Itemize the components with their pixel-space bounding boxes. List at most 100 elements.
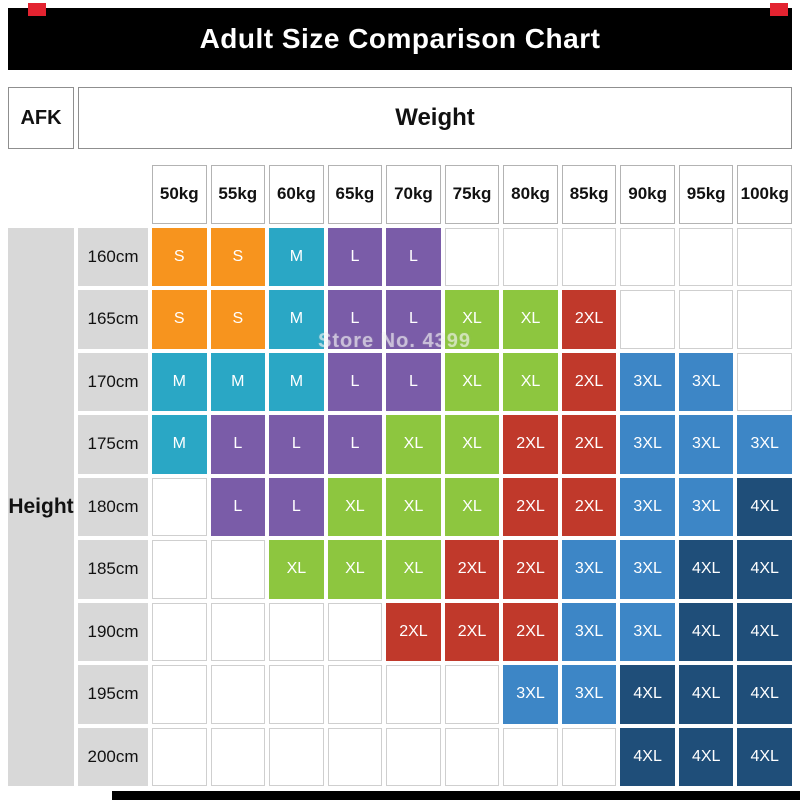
size-cell: L <box>386 290 441 349</box>
size-cell: S <box>152 290 207 349</box>
size-cell: M <box>269 352 324 411</box>
size-cell: 3XL <box>678 352 734 411</box>
empty-cell <box>269 602 324 661</box>
size-cell: M <box>152 352 207 411</box>
size-cell: XL <box>327 477 383 536</box>
size-cell: XL <box>386 415 441 474</box>
height-row-header: 175cm <box>78 415 148 474</box>
empty-cell <box>327 727 383 786</box>
chart-title-bar: Adult Size Comparison Chart <box>8 8 792 70</box>
weight-col-header: 90kg <box>620 165 675 224</box>
size-cell: L <box>327 227 383 286</box>
empty-cell <box>152 727 207 786</box>
size-cell: 3XL <box>620 540 675 599</box>
size-cell: 3XL <box>561 665 617 724</box>
size-cell: 4XL <box>678 727 734 786</box>
size-cell: 3XL <box>678 477 734 536</box>
height-row-header: 170cm <box>78 352 148 411</box>
size-cell: 3XL <box>620 415 675 474</box>
empty-cell <box>678 227 734 286</box>
size-cell: S <box>210 227 266 286</box>
empty-cell <box>444 727 500 786</box>
size-cell: L <box>327 415 383 474</box>
size-cell: S <box>152 227 207 286</box>
weight-col-header: 70kg <box>386 165 441 224</box>
size-cell: L <box>210 415 266 474</box>
empty-cell <box>152 665 207 724</box>
empty-cell <box>327 602 383 661</box>
size-cell: XL <box>386 540 441 599</box>
size-cell: 3XL <box>620 602 675 661</box>
height-row-header: 165cm <box>78 290 148 349</box>
height-axis-label: Height <box>8 227 74 786</box>
size-cell: XL <box>503 290 558 349</box>
size-cell: 2XL <box>386 602 441 661</box>
axis-header-row: AFK Weight <box>8 87 792 149</box>
corner-mark-left <box>28 3 46 16</box>
height-row-header: 160cm <box>78 227 148 286</box>
size-cell: L <box>210 477 266 536</box>
size-cell: L <box>386 227 441 286</box>
size-cell: 2XL <box>503 602 558 661</box>
size-cell: 4XL <box>678 540 734 599</box>
size-cell: XL <box>444 415 500 474</box>
size-cell: XL <box>503 352 558 411</box>
size-cell: 2XL <box>561 290 617 349</box>
empty-cell <box>210 602 266 661</box>
empty-cell <box>327 665 383 724</box>
size-cell: 3XL <box>503 665 558 724</box>
empty-cell <box>444 665 500 724</box>
size-cell: 4XL <box>737 665 792 724</box>
size-cell: 3XL <box>620 352 675 411</box>
size-cell: 3XL <box>620 477 675 536</box>
weight-axis-label: Weight <box>78 87 792 149</box>
weight-col-header: 80kg <box>503 165 558 224</box>
size-cell: 3XL <box>678 415 734 474</box>
empty-cell <box>737 352 792 411</box>
size-cell: XL <box>269 540 324 599</box>
empty-cell <box>561 227 617 286</box>
size-cell: XL <box>444 290 500 349</box>
size-cell: 4XL <box>737 477 792 536</box>
weight-col-header: 55kg <box>210 165 266 224</box>
size-cell: 4XL <box>737 727 792 786</box>
height-row-header: 190cm <box>78 602 148 661</box>
size-cell: 3XL <box>561 540 617 599</box>
weight-col-header: 65kg <box>327 165 383 224</box>
size-cell: L <box>327 290 383 349</box>
empty-cell <box>737 290 792 349</box>
size-cell: XL <box>444 477 500 536</box>
empty-cell <box>152 477 207 536</box>
size-cell: 2XL <box>503 540 558 599</box>
size-cell: M <box>269 227 324 286</box>
empty-cell <box>152 540 207 599</box>
size-cell: XL <box>444 352 500 411</box>
size-cell: 2XL <box>561 415 617 474</box>
empty-cell <box>269 727 324 786</box>
empty-cell <box>444 227 500 286</box>
weight-col-header: 100kg <box>737 165 792 224</box>
empty-cell <box>269 665 324 724</box>
empty-cell <box>678 290 734 349</box>
size-cell: 4XL <box>620 665 675 724</box>
empty-cell <box>620 227 675 286</box>
size-cell: M <box>152 415 207 474</box>
weight-col-header: 85kg <box>561 165 617 224</box>
size-cell: M <box>210 352 266 411</box>
height-row-header: 180cm <box>78 477 148 536</box>
size-cell: 2XL <box>503 477 558 536</box>
size-cell: S <box>210 290 266 349</box>
chart-title: Adult Size Comparison Chart <box>199 23 601 54</box>
size-cell: 2XL <box>444 540 500 599</box>
empty-cell <box>561 727 617 786</box>
size-cell: 2XL <box>561 477 617 536</box>
size-cell: 2XL <box>444 602 500 661</box>
size-cell: 4XL <box>678 602 734 661</box>
brand-cell: AFK <box>8 87 74 149</box>
empty-cell <box>503 227 558 286</box>
empty-cell <box>620 290 675 349</box>
weight-col-header: 95kg <box>678 165 734 224</box>
height-row-header: 200cm <box>78 727 148 786</box>
size-cell: L <box>269 477 324 536</box>
